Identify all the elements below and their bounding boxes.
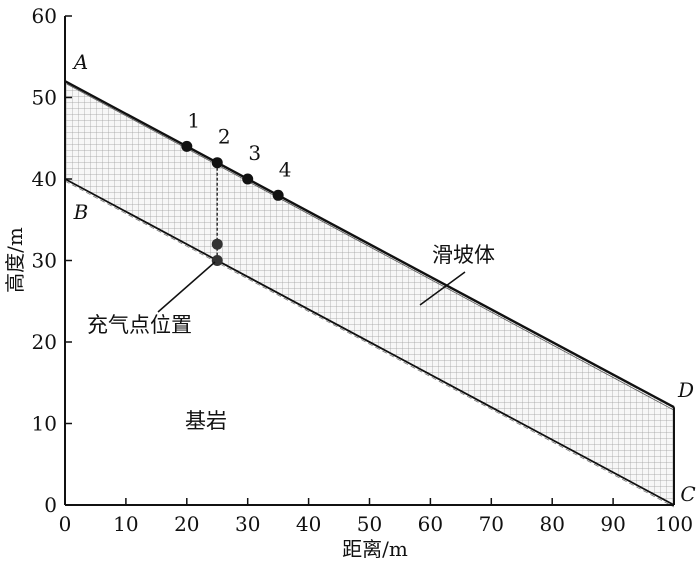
corner-label-b: B [73,200,89,224]
y-tick-label: 30 [32,249,57,273]
corner-label-a: A [72,50,88,74]
y-tick-label: 20 [32,330,57,354]
surface-point-label: 2 [218,125,231,149]
y-tick-label: 40 [32,167,57,191]
x-axis-label: 距离/m [342,537,408,561]
x-tick-label: 0 [59,512,72,536]
y-tick-label: 60 [32,4,57,28]
slip-surface-dashed-line [64,180,675,508]
landslide-leader-line [419,271,466,306]
landslide-hatch [65,81,674,505]
surface-point [211,157,223,169]
y-tick-label: 0 [44,493,57,517]
x-tick-label: 60 [418,512,443,536]
corner-label-c: C [680,482,695,506]
surface-point-label: 3 [248,141,261,165]
bedrock-label: 基岩 [185,409,227,433]
surface-point [242,173,254,185]
surface-point [272,189,284,201]
surface-point-label: 4 [279,157,292,181]
slope-surface-shadow-line [66,83,675,411]
slope-surface-line [64,80,675,409]
x-tick-label: 40 [296,512,321,536]
surface-point [181,140,193,152]
slip-surface-line [64,178,675,506]
x-tick-label: 30 [235,512,260,536]
x-tick-label: 100 [655,512,693,536]
landslide-label: 滑坡体 [432,243,495,267]
x-tick-label: 70 [479,512,504,536]
inflation-point [211,238,223,250]
corner-label-d: D [677,378,694,402]
y-tick-label: 10 [32,412,57,436]
x-tick-label: 10 [113,512,138,536]
y-tick-label: 50 [32,86,57,110]
x-tick-label: 20 [174,512,199,536]
inflation-leader-line [157,261,216,313]
x-tick-label: 50 [357,512,382,536]
landslide-body: A B C D [64,50,696,508]
surface-point-label: 1 [187,108,200,132]
y-axis-label: 高度/m [3,227,27,293]
x-tick-label: 80 [539,512,564,536]
x-tick-label: 90 [600,512,625,536]
inflation-label: 充气点位置 [87,313,192,337]
axis-ticks: 0 10 20 30 40 50 60 70 80 90 100 0 10 20 30 40 50 60 [32,4,694,536]
